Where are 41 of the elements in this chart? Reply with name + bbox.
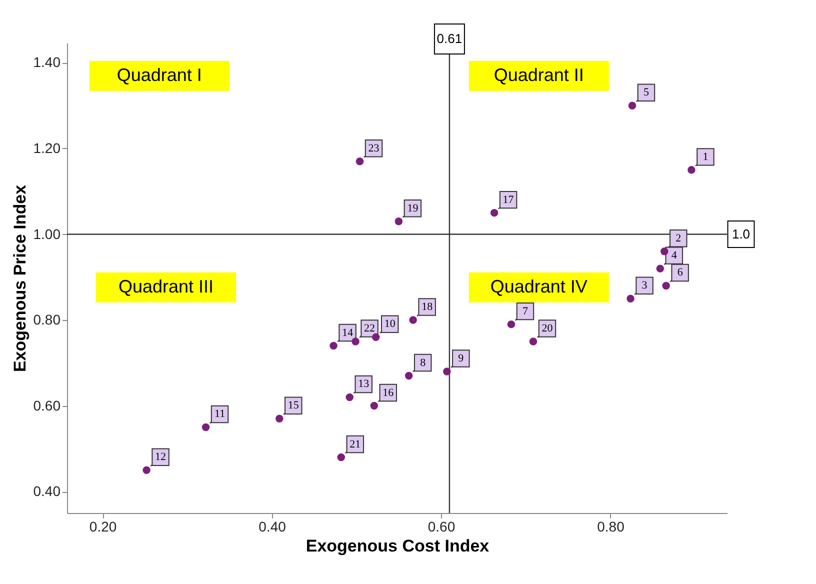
x-tick-label: 0.20 <box>89 518 117 534</box>
y-tick-label: 1.00 <box>33 226 61 242</box>
annotation: 23 <box>368 142 380 154</box>
ref-line-label: 0.61 <box>436 31 462 46</box>
ref-line-label: 1.0 <box>732 226 750 242</box>
y-tick-label: 1.40 <box>33 54 61 70</box>
annotation: 13 <box>358 378 370 390</box>
annotation: 14 <box>342 326 354 339</box>
annotation: 12 <box>155 451 166 464</box>
annotation: 16 <box>382 386 394 399</box>
y-tick-label: 0.40 <box>33 483 61 500</box>
annotation: 7 <box>522 305 528 318</box>
annotation: 4 <box>671 250 678 262</box>
annotation: 8 <box>420 356 426 369</box>
x-tick-label: 0.40 <box>258 518 286 534</box>
annotation: Quadrant II <box>494 64 584 85</box>
annotation: 1 <box>702 150 708 163</box>
annotation: 9 <box>458 352 464 364</box>
y-tick-label: 1.20 <box>33 140 61 156</box>
annotation: 17 <box>502 194 514 206</box>
annotation: Quadrant I <box>116 64 202 85</box>
y-axis-title: Exogenous Price Index <box>10 184 30 372</box>
x-tick-label: 0.80 <box>597 518 625 534</box>
annotation: 5 <box>643 86 650 99</box>
annotation: 18 <box>422 301 434 314</box>
annotation: 10 <box>384 318 396 330</box>
annotation: 15 <box>288 400 300 412</box>
y-tick-label: 0.80 <box>33 312 61 328</box>
annotation: 19 <box>407 202 419 214</box>
x-tick-label: 0.60 <box>428 518 456 534</box>
annotation: 11 <box>214 408 226 420</box>
annotation: 20 <box>542 322 554 334</box>
annotation: Quadrant III <box>118 276 214 296</box>
y-tick-label: 0.60 <box>33 397 61 414</box>
annotation: 21 <box>350 438 361 450</box>
annotation: 2 <box>676 232 682 244</box>
annotation: 3 <box>642 280 648 292</box>
annotation: 22 <box>364 322 376 334</box>
annotation: Quadrant IV <box>490 276 588 296</box>
x-axis-title: Exogenous Cost Index <box>306 536 490 556</box>
annotation: 6 <box>677 266 684 279</box>
